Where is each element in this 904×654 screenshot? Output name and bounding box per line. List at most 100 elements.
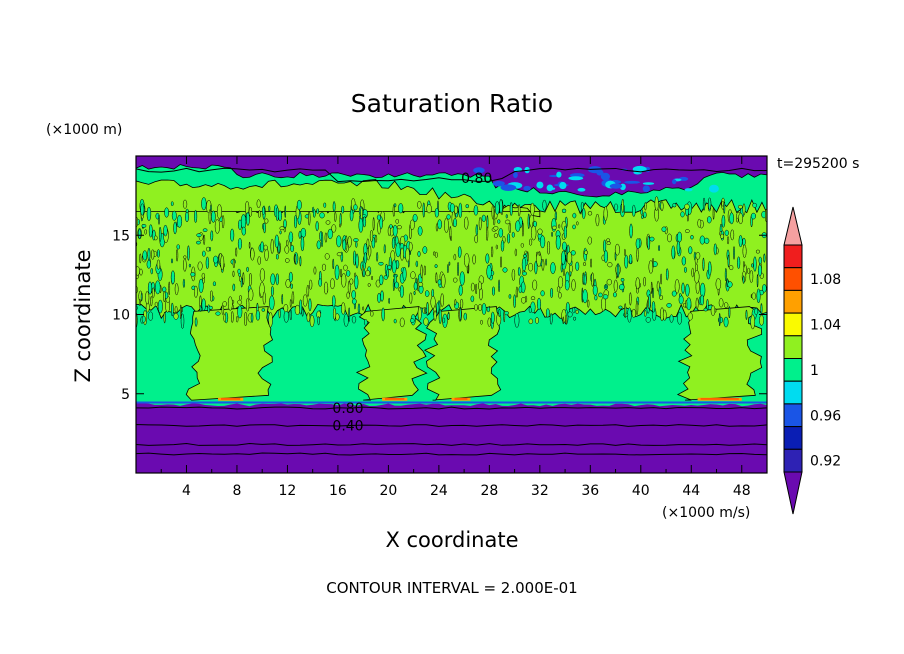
speckle bbox=[194, 317, 198, 327]
speckle bbox=[148, 224, 153, 238]
speckle bbox=[237, 305, 243, 319]
speckle bbox=[257, 256, 261, 265]
speckle bbox=[395, 218, 399, 224]
speckle bbox=[591, 272, 594, 287]
speckle bbox=[517, 266, 521, 276]
speckle bbox=[417, 200, 422, 209]
speckle bbox=[376, 214, 381, 221]
speckle bbox=[433, 310, 437, 322]
speckle bbox=[530, 225, 537, 241]
speckle bbox=[730, 229, 735, 241]
speckle bbox=[738, 235, 743, 248]
speckle bbox=[700, 294, 705, 306]
speckle bbox=[248, 288, 254, 301]
speckle bbox=[592, 285, 598, 296]
speckle bbox=[500, 256, 502, 268]
speckle bbox=[641, 214, 644, 219]
speckle bbox=[648, 293, 651, 310]
speckle bbox=[409, 292, 413, 304]
speckle bbox=[296, 199, 302, 211]
speckle bbox=[508, 294, 512, 299]
speckle bbox=[699, 235, 705, 245]
speckle bbox=[605, 283, 608, 289]
speckle bbox=[340, 268, 342, 278]
speckle bbox=[582, 289, 588, 304]
transition-speck bbox=[559, 181, 567, 190]
speckle bbox=[399, 317, 405, 328]
speckle bbox=[424, 307, 426, 314]
y-axis-label: Z coordinate bbox=[71, 249, 95, 382]
x-tick-label: 12 bbox=[279, 483, 297, 499]
speckle bbox=[486, 264, 492, 279]
speckle bbox=[368, 245, 372, 257]
speckle bbox=[628, 254, 633, 265]
speckle bbox=[154, 301, 158, 307]
speckle bbox=[465, 204, 469, 209]
speckle bbox=[140, 292, 143, 302]
speckle bbox=[542, 199, 547, 211]
speckle bbox=[323, 202, 327, 208]
speckle bbox=[389, 224, 393, 229]
speckle bbox=[220, 255, 225, 271]
speckle bbox=[564, 280, 570, 291]
speckle bbox=[196, 233, 202, 238]
speckle bbox=[313, 266, 317, 275]
speckle bbox=[353, 238, 359, 243]
speckle bbox=[180, 313, 185, 329]
speckle bbox=[388, 297, 390, 304]
speckle bbox=[230, 228, 235, 242]
speckle bbox=[343, 313, 349, 327]
speckle bbox=[485, 253, 490, 264]
speckle bbox=[710, 305, 716, 316]
speckle bbox=[235, 247, 238, 257]
speckle bbox=[526, 251, 529, 262]
speckle bbox=[248, 206, 253, 217]
speckle bbox=[173, 312, 179, 320]
speckle bbox=[413, 281, 418, 291]
speckle bbox=[367, 283, 371, 287]
speckle bbox=[530, 202, 535, 216]
speckle bbox=[582, 208, 586, 220]
speckle bbox=[522, 222, 524, 237]
speckle bbox=[208, 209, 212, 225]
speckle bbox=[284, 205, 287, 218]
speckle bbox=[571, 279, 576, 292]
speckle bbox=[148, 311, 154, 321]
speckle bbox=[723, 316, 729, 328]
speckle bbox=[629, 292, 632, 306]
speckle bbox=[290, 283, 293, 290]
speckle bbox=[250, 247, 255, 261]
speckle bbox=[561, 250, 566, 266]
speckle bbox=[704, 237, 710, 244]
speckle bbox=[500, 239, 505, 252]
speckle bbox=[399, 284, 404, 298]
speckle bbox=[565, 314, 568, 325]
x-tick-label: 16 bbox=[329, 483, 347, 499]
speckle bbox=[147, 281, 153, 295]
speckle bbox=[319, 212, 325, 219]
speckle bbox=[315, 220, 319, 232]
speckle bbox=[246, 297, 250, 312]
speckle bbox=[760, 303, 763, 315]
speckle bbox=[539, 235, 546, 249]
x-tick-label: 20 bbox=[379, 483, 397, 499]
speckle bbox=[549, 313, 553, 325]
peak-core bbox=[454, 398, 468, 400]
speckle bbox=[757, 264, 762, 277]
speckle bbox=[636, 246, 639, 262]
speckle bbox=[742, 244, 747, 258]
speckle bbox=[138, 229, 142, 239]
speckle bbox=[523, 254, 527, 258]
speckle bbox=[250, 312, 254, 323]
speckle bbox=[408, 242, 413, 252]
speckle bbox=[144, 229, 147, 235]
speckle bbox=[283, 219, 287, 229]
speckle bbox=[285, 258, 290, 263]
speckle bbox=[372, 217, 375, 231]
speckle bbox=[680, 211, 685, 218]
transition-speck bbox=[708, 184, 719, 193]
speckle bbox=[490, 246, 494, 258]
speckle bbox=[242, 272, 245, 285]
speckle bbox=[457, 261, 459, 277]
speckle bbox=[613, 203, 619, 211]
